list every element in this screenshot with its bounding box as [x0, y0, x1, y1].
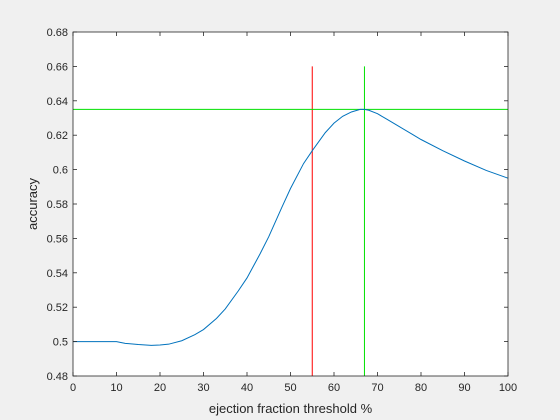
- x-tick-label: 30: [197, 382, 209, 394]
- x-tick-label: 80: [415, 382, 427, 394]
- y-tick-label: 0.5: [53, 337, 68, 349]
- x-tick-label: 90: [458, 382, 470, 394]
- accuracy-series-line: [73, 108, 509, 346]
- reference-lines: [73, 66, 508, 376]
- plot-area: [73, 32, 508, 376]
- y-tick-label: 0.62: [47, 130, 68, 142]
- y-tick-label: 0.64: [47, 96, 68, 108]
- y-tick-label: 0.48: [47, 371, 68, 383]
- y-axis-ticks: 0.48 0.5 0.52 0.54 0.56 0.58 0.6 0.62 0.64 0.66 0.…: [47, 27, 508, 383]
- y-axis-title: accuracy: [25, 177, 40, 230]
- x-tick-label: 50: [284, 382, 296, 394]
- x-tick-label: 20: [154, 382, 166, 394]
- x-tick-label: 10: [110, 382, 122, 394]
- x-tick-label: 70: [371, 382, 383, 394]
- x-tick-label: 100: [499, 382, 517, 394]
- y-tick-label: 0.58: [47, 199, 68, 211]
- x-tick-label: 40: [241, 382, 253, 394]
- x-tick-label: 60: [328, 382, 340, 394]
- y-tick-label: 0.54: [47, 268, 68, 280]
- y-tick-label: 0.66: [47, 61, 68, 73]
- y-tick-label: 0.56: [47, 233, 68, 245]
- y-tick-label: 0.52: [47, 302, 68, 314]
- x-tick-label: 0: [70, 382, 76, 394]
- y-tick-label: 0.68: [47, 27, 68, 39]
- y-tick-label: 0.6: [53, 165, 68, 177]
- x-axis-title: ejection fraction threshold %: [209, 401, 373, 416]
- x-axis-ticks: 0 10 20 30 40 50 60 70 80 90 100: [70, 32, 517, 394]
